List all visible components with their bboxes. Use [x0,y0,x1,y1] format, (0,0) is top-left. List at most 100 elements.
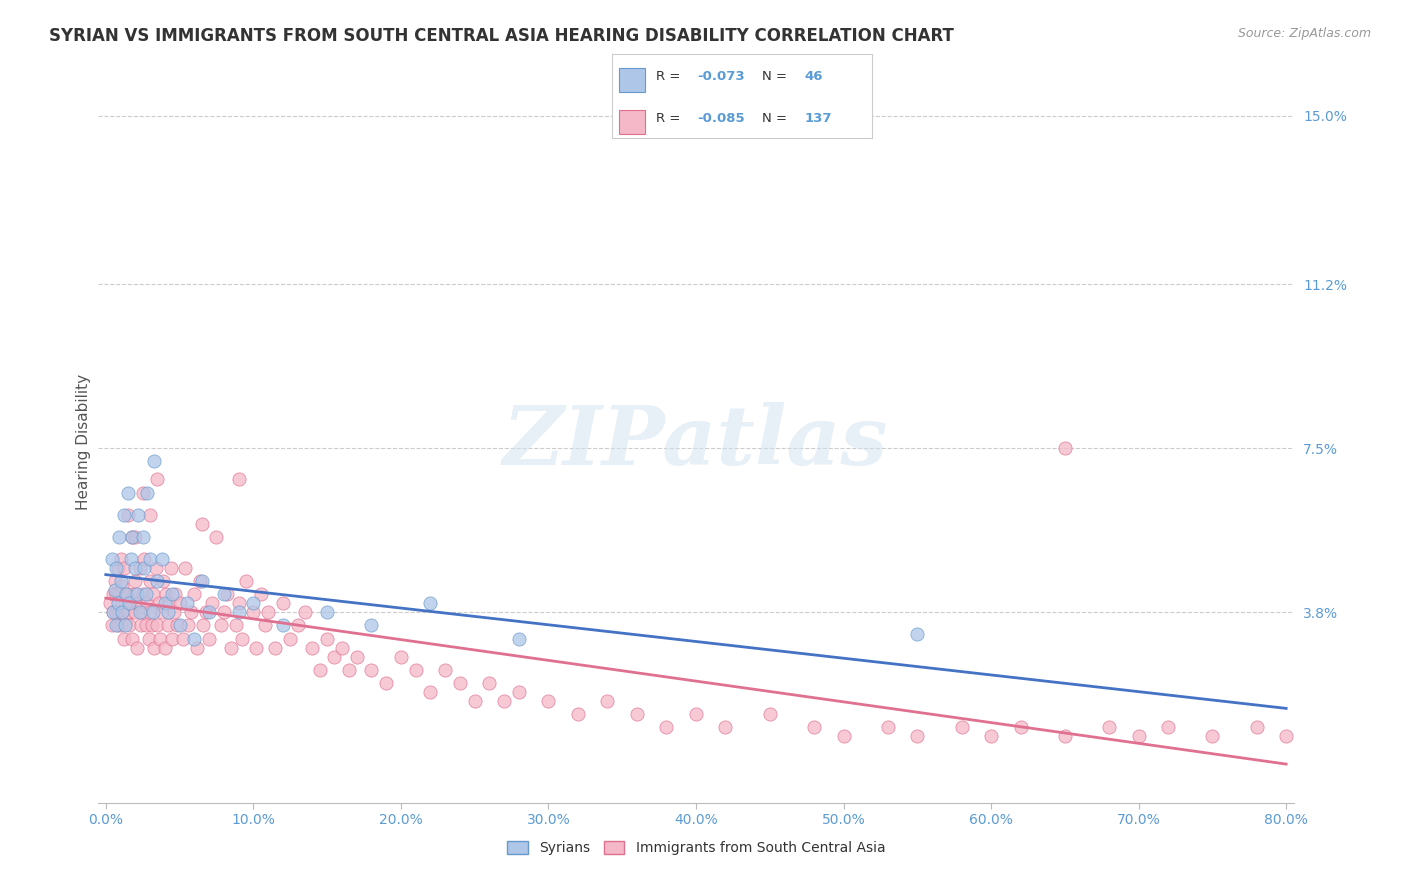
Text: N =: N = [762,112,792,125]
Point [107,596,129,610]
Point [176,596,198,610]
Point [494,694,516,708]
Point [152,574,174,589]
Point [231,632,253,646]
Point [980,729,1002,743]
Point [105,605,128,619]
Point [316,632,339,646]
Point [112,508,135,522]
Text: ZIPatlas: ZIPatlas [503,401,889,482]
Legend: Syrians, Immigrants from South Central Asia: Syrians, Immigrants from South Central A… [501,836,891,861]
Point [101,587,124,601]
Point [316,605,339,619]
Point [124,530,146,544]
Point [1128,729,1150,743]
Text: -0.073: -0.073 [697,70,745,83]
Point [150,552,173,566]
Point [131,605,153,619]
Point [195,605,218,619]
Point [294,605,316,619]
Point [117,605,139,619]
Point [219,640,242,655]
Point [1053,441,1076,455]
FancyBboxPatch shape [620,68,645,92]
Text: -0.085: -0.085 [697,112,745,125]
Point [950,721,973,735]
Point [215,587,238,601]
Point [125,587,148,601]
Point [254,618,277,632]
Point [105,561,128,575]
Point [124,605,146,619]
Point [120,552,142,566]
Point [108,605,131,619]
Point [596,694,619,708]
Point [153,596,176,610]
Point [128,561,150,575]
Point [146,472,169,486]
Point [125,640,148,655]
Text: R =: R = [655,70,685,83]
Point [143,640,166,655]
Point [157,596,180,610]
Point [346,649,368,664]
Point [360,663,382,677]
Point [188,574,211,589]
Point [156,618,179,632]
Point [174,561,197,575]
Point [107,561,129,575]
Point [124,561,146,575]
Point [100,618,122,632]
Point [112,561,135,575]
Point [121,530,143,544]
Point [225,618,247,632]
Point [101,605,124,619]
Point [205,530,228,544]
Point [1275,729,1298,743]
Point [150,605,173,619]
Point [114,596,136,610]
Point [111,605,134,619]
Point [405,663,427,677]
Point [142,587,165,601]
Point [1098,721,1121,735]
Point [419,596,441,610]
Point [110,574,132,589]
Point [135,618,157,632]
Text: Source: ZipAtlas.com: Source: ZipAtlas.com [1237,27,1371,40]
Point [714,721,737,735]
Point [131,587,153,601]
Point [129,618,152,632]
Point [120,596,142,610]
Point [155,587,177,601]
Point [104,582,127,597]
Point [169,618,191,632]
Point [323,649,346,664]
Point [146,574,169,589]
Point [115,614,138,628]
Point [127,596,149,610]
Text: SYRIAN VS IMMIGRANTS FROM SOUTH CENTRAL ASIA HEARING DISABILITY CORRELATION CHAR: SYRIAN VS IMMIGRANTS FROM SOUTH CENTRAL … [49,27,955,45]
Point [905,627,928,641]
Point [135,587,157,601]
FancyBboxPatch shape [620,111,645,134]
Point [360,618,382,632]
Point [105,618,128,632]
Point [124,574,146,589]
Point [180,605,202,619]
Point [134,561,156,575]
Point [567,707,589,722]
Point [138,632,160,646]
Point [464,694,486,708]
Point [301,640,323,655]
Point [156,605,179,619]
Point [278,632,301,646]
Point [183,587,205,601]
Point [803,721,825,735]
Point [905,729,928,743]
Point [235,574,257,589]
Point [111,605,134,619]
Point [287,618,309,632]
Point [228,605,250,619]
Y-axis label: Hearing Disability: Hearing Disability [76,374,91,509]
